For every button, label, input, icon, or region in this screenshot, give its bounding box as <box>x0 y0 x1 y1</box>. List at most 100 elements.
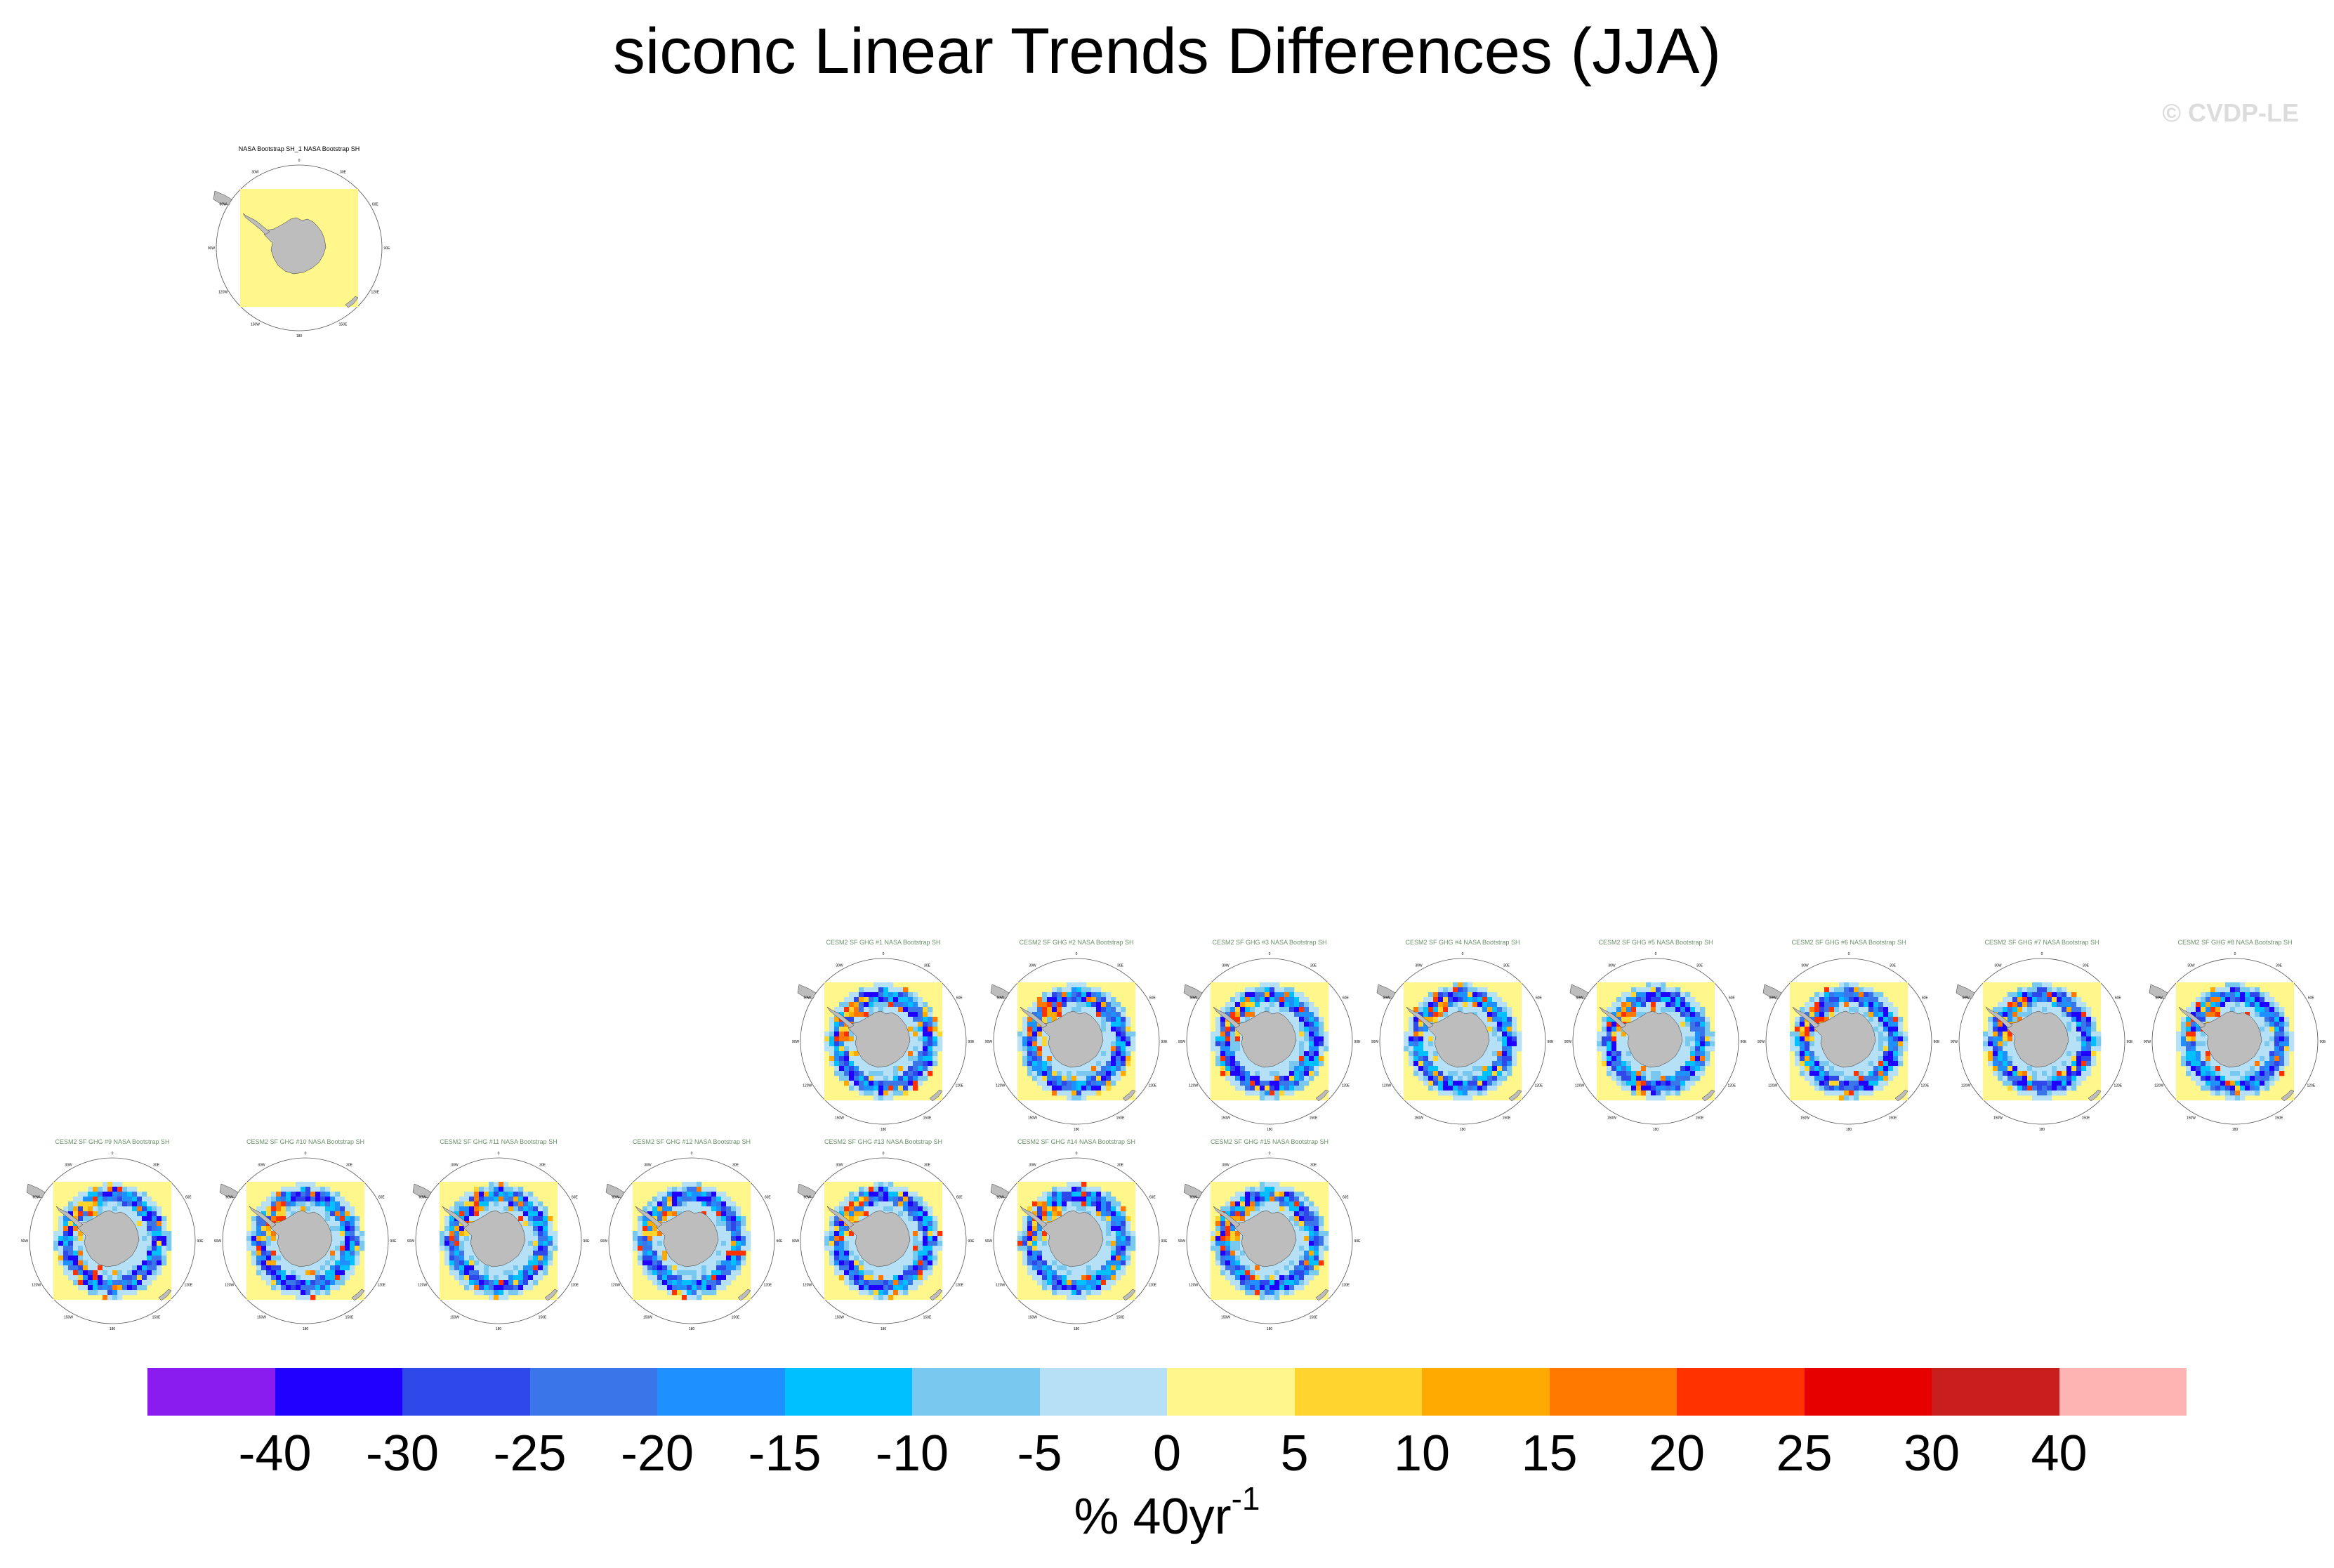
trend-cell <box>1685 1076 1691 1081</box>
trend-cell <box>533 1231 539 1237</box>
trend-cell <box>1868 1091 1874 1096</box>
trend-cell <box>1279 1086 1285 1091</box>
trend-cell <box>2062 997 2067 1003</box>
trend-cell <box>1477 992 1483 998</box>
trend-cell <box>2255 1066 2260 1072</box>
trend-cell <box>878 1076 884 1081</box>
trend-cell <box>873 1081 879 1086</box>
trend-cell <box>93 1270 98 1276</box>
trend-cell <box>2022 1012 2028 1017</box>
trend-cell <box>1507 1071 1512 1076</box>
trend-cell <box>1824 1066 1830 1072</box>
trend-cell <box>157 1265 162 1271</box>
trend-cell <box>513 1260 519 1266</box>
trend-cell <box>1106 1036 1112 1042</box>
trend-cell <box>2022 997 2028 1003</box>
trend-cell <box>1512 1041 1517 1047</box>
trend-cell <box>1428 1061 1434 1067</box>
trend-cell <box>854 1046 859 1052</box>
trend-cell <box>335 1226 341 1232</box>
trend-cell <box>2255 992 2260 998</box>
trend-cell <box>335 1265 341 1271</box>
trend-cell <box>1076 982 1082 988</box>
trend-cell <box>98 1211 103 1217</box>
trend-cell <box>132 1201 138 1207</box>
trend-cell <box>1839 987 1845 993</box>
trend-cell <box>1795 1046 1800 1052</box>
trend-cell <box>256 1216 262 1222</box>
trend-cell <box>1126 1061 1131 1067</box>
trend-cell <box>918 1046 923 1052</box>
trend-cell <box>1646 987 1651 993</box>
trend-cell <box>137 1246 143 1251</box>
trend-cell <box>1646 1076 1651 1081</box>
trend-cell <box>1116 1041 1121 1047</box>
trend-cell <box>2235 1081 2241 1086</box>
trend-cell <box>1487 1081 1493 1086</box>
trend-cell <box>2269 1066 2275 1072</box>
trend-cell <box>1705 1027 1710 1032</box>
trend-cell <box>161 1241 167 1246</box>
trend-cell <box>513 1206 519 1212</box>
trend-cell <box>1888 1017 1894 1022</box>
trend-cell <box>2264 1041 2270 1047</box>
trend-cell <box>1126 1041 1131 1047</box>
trend-cell <box>78 1197 84 1202</box>
trend-cell <box>1076 1095 1082 1101</box>
trend-cell <box>276 1260 282 1266</box>
trend-cell <box>1111 1022 1116 1027</box>
trend-cell <box>1116 1012 1121 1017</box>
trend-cell <box>1304 1061 1310 1067</box>
trend-cell <box>1805 1056 1810 1062</box>
trend-cell <box>1517 1036 1522 1042</box>
trend-cell <box>1448 1007 1453 1013</box>
trend-cell <box>1705 1061 1710 1067</box>
longitude-label: 120E <box>955 1084 963 1088</box>
trend-cell <box>854 1061 859 1067</box>
trend-cell <box>1052 1061 1057 1067</box>
trend-cell <box>1423 1071 1429 1076</box>
trend-cell <box>1670 1071 1676 1076</box>
trend-cell <box>1076 992 1082 998</box>
trend-cell <box>1299 1066 1305 1072</box>
trend-cell <box>2022 1086 2028 1091</box>
trend-cell <box>1453 1007 1458 1013</box>
trend-cell <box>1993 1032 1998 1037</box>
new-zealand <box>1315 1089 1329 1102</box>
trend-cell <box>1829 1061 1835 1067</box>
trend-cell <box>1130 1046 1136 1052</box>
trend-cell <box>1106 1041 1112 1047</box>
trend-cell <box>301 1182 306 1187</box>
trend-cell <box>1027 1007 1033 1013</box>
trend-cell <box>883 1086 889 1091</box>
trend-cell <box>1299 1041 1305 1047</box>
trend-cell <box>1428 997 1434 1003</box>
trend-cell <box>325 1275 331 1281</box>
trend-cell <box>923 1017 928 1022</box>
trend-cell <box>340 1275 345 1281</box>
trend-cell <box>518 1290 524 1296</box>
trend-cell <box>1042 992 1048 998</box>
trend-cell <box>869 1086 874 1091</box>
trend-cell <box>2264 1071 2270 1076</box>
longitude-label: 0 <box>2041 952 2043 956</box>
trend-cell <box>2245 997 2250 1003</box>
longitude-label: 60W <box>997 996 1005 1001</box>
trend-cell <box>503 1275 509 1281</box>
trend-cell <box>1626 997 1632 1003</box>
trend-cell <box>103 1206 108 1212</box>
trend-cell <box>2196 1007 2201 1013</box>
trend-cell <box>888 1095 894 1101</box>
trend-cell <box>513 1201 519 1207</box>
trend-cell <box>873 1086 879 1091</box>
trend-cell <box>898 987 904 993</box>
trend-cell <box>2071 1017 2077 1022</box>
trend-cell <box>2255 1061 2260 1067</box>
trend-cell <box>1492 1002 1498 1008</box>
trend-cell <box>1661 1071 1666 1076</box>
trend-cell <box>117 1280 123 1286</box>
trend-cell <box>2210 1007 2216 1013</box>
trend-cell <box>1274 982 1280 988</box>
trend-cell <box>1859 1086 1864 1091</box>
trend-cell <box>2081 1051 2087 1057</box>
